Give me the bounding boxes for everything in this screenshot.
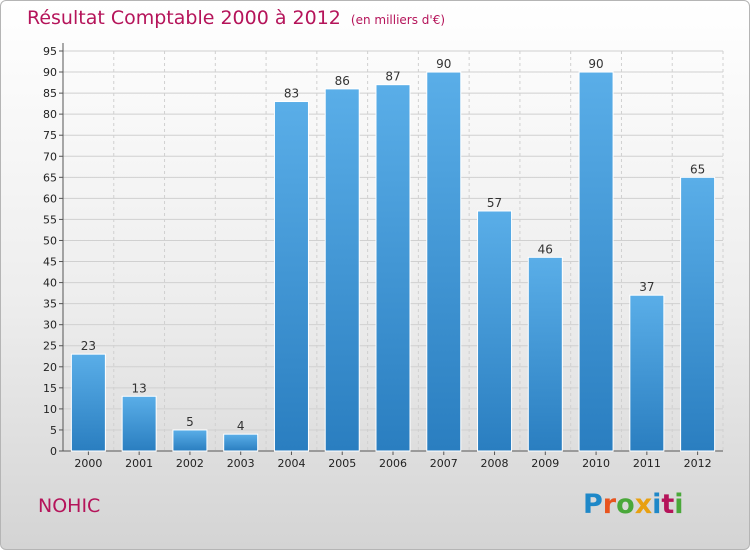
bar-2008 — [477, 210, 513, 452]
data-label-2001: 13 — [132, 381, 147, 395]
data-label-2009: 46 — [538, 242, 553, 256]
y-tick-label: 95 — [43, 45, 57, 58]
bar-2009 — [527, 256, 563, 452]
y-tick-label: 10 — [43, 403, 57, 416]
data-label-2004: 83 — [284, 87, 299, 101]
logo-letter: P — [583, 489, 603, 520]
x-tick-labels: 2000 2001 2002 2003 2004 2005 2006 2007 2008 2009… — [74, 457, 711, 470]
x-tick-label: 2004 — [277, 457, 305, 470]
y-tick-label: 30 — [43, 319, 57, 332]
data-label-2003: 4 — [237, 419, 245, 433]
data-label-2005: 86 — [335, 74, 350, 88]
y-tick-label: 70 — [43, 150, 57, 163]
x-tick-label: 2000 — [74, 457, 102, 470]
y-tick-labels: 0 5 10 15 20 25 30 35 40 45 50 55 60 65 70 75 80 85 90 95 — [43, 45, 57, 458]
logo-letter: o — [616, 489, 635, 520]
y-tick-label: 55 — [43, 213, 57, 226]
data-label-2010: 90 — [588, 57, 603, 71]
logo-letter: t — [661, 489, 675, 520]
chart-title: Résultat Comptable 2000 à 2012 (en millie… — [27, 7, 445, 29]
data-label-2008: 57 — [487, 196, 502, 210]
bar-2005 — [324, 88, 360, 452]
x-tick-label: 2011 — [633, 457, 661, 470]
x-tick-label: 2010 — [582, 457, 610, 470]
x-tick-label: 2003 — [227, 457, 255, 470]
data-label-2012: 65 — [690, 162, 705, 176]
y-tick-label: 80 — [43, 108, 57, 121]
data-label-2000: 23 — [81, 339, 96, 353]
proxiti-logo[interactable]: Proxiti — [583, 489, 684, 520]
x-tick-label: 2012 — [684, 457, 712, 470]
x-tick-label: 2005 — [328, 457, 356, 470]
data-label-2006: 87 — [385, 70, 400, 84]
y-tick-label: 20 — [43, 361, 57, 374]
x-tick-label: 2006 — [379, 457, 407, 470]
y-tick-label: 25 — [43, 340, 57, 353]
bar-2007 — [426, 71, 462, 452]
y-tick-label: 90 — [43, 66, 57, 79]
bar-2002 — [172, 429, 208, 452]
y-tick-label: 40 — [43, 277, 57, 290]
y-tick-label: 45 — [43, 256, 57, 269]
bar-2010 — [578, 71, 614, 452]
x-tick-label: 2002 — [176, 457, 204, 470]
y-tick-label: 0 — [50, 445, 57, 458]
logo-letter: i — [674, 489, 684, 520]
x-tick-label: 2007 — [430, 457, 458, 470]
y-tick-label: 5 — [50, 424, 57, 437]
commune-name: NOHIC — [38, 495, 101, 517]
bar-2006 — [375, 84, 411, 452]
bar-2004 — [273, 101, 309, 452]
y-tick-label: 85 — [43, 87, 57, 100]
x-tick-label: 2008 — [481, 457, 509, 470]
x-tick-label: 2009 — [531, 457, 559, 470]
y-tick-label: 60 — [43, 192, 57, 205]
data-label-2011: 37 — [639, 280, 654, 294]
bar-2000 — [70, 353, 106, 452]
y-tick-label: 75 — [43, 129, 57, 142]
bar-2003 — [223, 433, 259, 452]
bar-2011 — [629, 294, 665, 452]
chart-title-text: Résultat Comptable 2000 à 2012 — [27, 7, 341, 29]
y-tick-label: 35 — [43, 298, 57, 311]
chart-subtitle: (en milliers d'€) — [350, 13, 446, 27]
y-tick-label: 50 — [43, 234, 57, 247]
data-labels: 23 13 5 4 83 86 87 90 57 46 90 37 65 — [81, 57, 706, 433]
data-label-2002: 5 — [186, 415, 194, 429]
bar-2001 — [121, 395, 157, 452]
bar-2012 — [680, 176, 716, 452]
y-tick-label: 65 — [43, 171, 57, 184]
x-tick-label: 2001 — [125, 457, 153, 470]
bars — [70, 71, 716, 452]
y-tick-label: 15 — [43, 382, 57, 395]
data-label-2007: 90 — [436, 57, 451, 71]
logo-letter: r — [602, 489, 617, 520]
logo-letter: i — [652, 489, 662, 520]
logo-letter: x — [634, 489, 653, 520]
